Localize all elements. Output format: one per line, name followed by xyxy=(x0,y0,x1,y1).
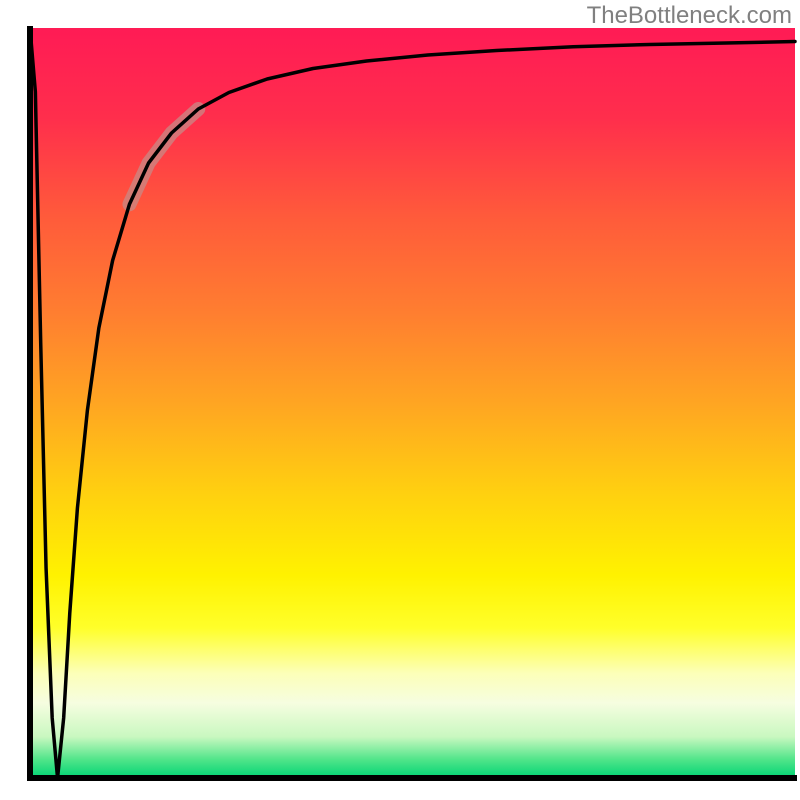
watermark-text: TheBottleneck.com xyxy=(587,2,792,30)
chart-svg xyxy=(0,0,800,800)
chart-container: TheBottleneck.com xyxy=(0,0,800,800)
plot-background xyxy=(30,28,795,778)
